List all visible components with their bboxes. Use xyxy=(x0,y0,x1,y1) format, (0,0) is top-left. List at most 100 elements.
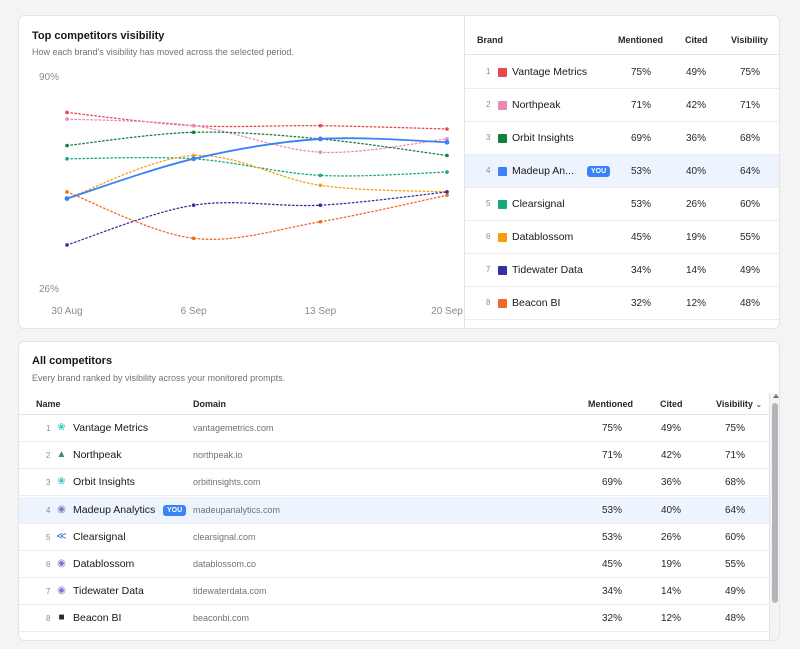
x-tick-label: 6 Sep xyxy=(181,306,208,317)
cited-value: 19% xyxy=(660,559,681,570)
data-point-clearsignal[interactable] xyxy=(318,173,323,178)
competitor-name: Tidewater Data xyxy=(73,585,144,598)
data-point-vantage-metrics[interactable] xyxy=(445,127,449,131)
data-point-northpeak[interactable] xyxy=(65,117,69,121)
header-mentioned[interactable]: Mentioned xyxy=(588,399,633,409)
data-point-northpeak[interactable] xyxy=(318,150,323,154)
competitor-row[interactable]: 8 ■ Beacon BI beaconbi.com 32% 12% 48% xyxy=(19,605,769,633)
brand-row[interactable]: 2 Northpeak 71% 42% 71% xyxy=(465,89,779,122)
rank-number: 5 xyxy=(46,532,51,542)
data-point-beacon-bi[interactable] xyxy=(65,190,69,194)
rank-number: 8 xyxy=(486,298,491,307)
scroll-up-arrow-icon[interactable] xyxy=(773,394,779,398)
table-scrollbar[interactable] xyxy=(769,393,779,640)
data-point-beacon-bi[interactable] xyxy=(318,219,323,224)
competitor-row[interactable]: 4 ◉ Madeup Analytics YOU madeupanalytics.com… xyxy=(19,496,769,524)
data-point-datablossom[interactable] xyxy=(191,153,196,158)
rank-number: 4 xyxy=(486,166,491,175)
competitor-row[interactable]: 5 ≪ Clearsignal clearsignal.com 53% 26% 60% xyxy=(19,524,769,551)
series-line-tidewater-data[interactable] xyxy=(66,191,448,246)
data-point-orbit-insights[interactable] xyxy=(191,130,196,135)
data-point-tidewater-data[interactable] xyxy=(65,243,69,247)
data-point-beacon-bi[interactable] xyxy=(191,236,196,241)
cited-value: 14% xyxy=(660,586,681,598)
all-competitors-subtitle: Every brand ranked by visibility across … xyxy=(32,373,286,383)
header-cited[interactable]: Cited xyxy=(660,399,683,409)
data-point-northpeak[interactable] xyxy=(191,123,196,128)
mentioned-value: 34% xyxy=(630,265,651,276)
brand-row[interactable]: 7 Tidewater Data 34% 14% 49% xyxy=(465,254,779,287)
data-point-tidewater-data[interactable] xyxy=(445,190,449,194)
brand-row[interactable]: 3 Orbit Insights 69% 36% 68% xyxy=(465,122,779,155)
all-competitors-card: All competitors Every brand ranked by vi… xyxy=(18,341,780,641)
scrollbar-thumb[interactable] xyxy=(772,403,778,603)
rank-number: 3 xyxy=(486,133,491,142)
brand-row[interactable]: 5 Clearsignal 53% 26% 60% xyxy=(465,188,779,221)
data-point-madeup-analytics[interactable] xyxy=(191,156,197,162)
rank-number: 1 xyxy=(486,67,491,76)
visibility-value: 68% xyxy=(724,477,745,489)
cited-value: 12% xyxy=(685,298,706,309)
header-cited[interactable]: Cited xyxy=(685,35,708,45)
competitor-row[interactable]: 3 ❀ Orbit Insights orbitinsights.com 69% 36% 6… xyxy=(19,469,769,497)
brand-table-header: Brand Mentioned Cited Visibility xyxy=(465,16,779,55)
visibility-value: 49% xyxy=(739,265,760,276)
data-point-orbit-insights[interactable] xyxy=(65,143,69,148)
brand-summary-table: Brand Mentioned Cited Visibility 1 Vantag… xyxy=(464,16,779,328)
cited-value: 14% xyxy=(685,265,706,276)
series-line-northpeak[interactable] xyxy=(66,118,448,154)
all-competitors-title: All competitors xyxy=(32,355,113,367)
series-line-beacon-bi[interactable] xyxy=(66,191,448,240)
competitor-domain: northpeak.io xyxy=(193,450,243,461)
competitor-domain: orbitinsights.com xyxy=(193,477,261,488)
data-point-tidewater-data[interactable] xyxy=(318,203,323,207)
series-line-vantage-metrics[interactable] xyxy=(66,111,448,130)
data-point-vantage-metrics[interactable] xyxy=(65,110,69,115)
competitor-row[interactable]: 7 ◉ Tidewater Data tidewaterdata.com 34% 14% 4… xyxy=(19,578,769,606)
header-visibility-sorted[interactable]: Visibility ⌄ xyxy=(716,399,762,409)
madeup-logo-icon: ◉ xyxy=(57,503,66,515)
rank-number: 2 xyxy=(486,100,491,109)
mentioned-value: 45% xyxy=(630,232,651,243)
header-name[interactable]: Name xyxy=(36,399,61,409)
competitor-row[interactable]: 6 ◉ Datablossom datablossom.co 45% 19% 55% xyxy=(19,551,769,578)
series-line-madeup-analytics[interactable] xyxy=(66,137,448,200)
brand-row[interactable]: 4 Madeup An... YOU 53% 40% 64% xyxy=(465,155,779,188)
competitor-row[interactable]: 1 ❀ Vantage Metrics vantagemetrics.com 75% 49… xyxy=(19,415,769,442)
data-point-datablossom[interactable] xyxy=(318,183,323,188)
visibility-value: 71% xyxy=(739,100,760,111)
cited-value: 42% xyxy=(660,450,681,462)
rank-number: 6 xyxy=(486,232,491,241)
rank-number: 1 xyxy=(46,424,51,433)
cited-value: 40% xyxy=(660,504,681,516)
rank-number: 7 xyxy=(486,265,491,274)
data-point-tidewater-data[interactable] xyxy=(191,203,196,207)
brand-name: Tidewater Data xyxy=(512,264,583,276)
brand-row[interactable]: 1 Vantage Metrics 75% 49% 75% xyxy=(465,56,779,89)
header-domain[interactable]: Domain xyxy=(193,399,227,409)
data-point-vantage-metrics[interactable] xyxy=(318,123,323,128)
series-line-orbit-insights[interactable] xyxy=(66,131,448,157)
series-line-clearsignal[interactable] xyxy=(66,156,448,177)
competitor-domain: clearsignal.com xyxy=(193,531,256,542)
data-point-madeup-analytics[interactable] xyxy=(64,196,70,201)
visibility-value: 55% xyxy=(724,559,745,570)
you-badge: YOU xyxy=(163,504,187,516)
data-point-clearsignal[interactable] xyxy=(65,157,69,161)
data-point-madeup-analytics[interactable] xyxy=(444,139,450,145)
header-mentioned[interactable]: Mentioned xyxy=(618,35,663,45)
header-visibility[interactable]: Visibility xyxy=(731,35,768,45)
data-point-madeup-analytics[interactable] xyxy=(317,136,323,142)
brand-row[interactable]: 6 Datablossom 45% 19% 55% xyxy=(465,221,779,254)
data-point-northpeak[interactable] xyxy=(445,137,449,141)
mentioned-value: 69% xyxy=(601,477,622,489)
data-point-clearsignal[interactable] xyxy=(445,170,449,174)
brand-row[interactable]: 8 Beacon BI 32% 12% 48% xyxy=(465,287,779,320)
rank-number: 6 xyxy=(46,560,51,569)
visibility-value: 60% xyxy=(739,199,760,210)
competitor-row[interactable]: 2 ▲ Northpeak northpeak.io 71% 42% 71% xyxy=(19,442,769,470)
brand-name: Beacon BI xyxy=(512,297,561,309)
data-point-beacon-bi[interactable] xyxy=(445,193,449,198)
series-line-datablossom[interactable] xyxy=(66,154,448,200)
data-point-orbit-insights[interactable] xyxy=(445,153,449,158)
